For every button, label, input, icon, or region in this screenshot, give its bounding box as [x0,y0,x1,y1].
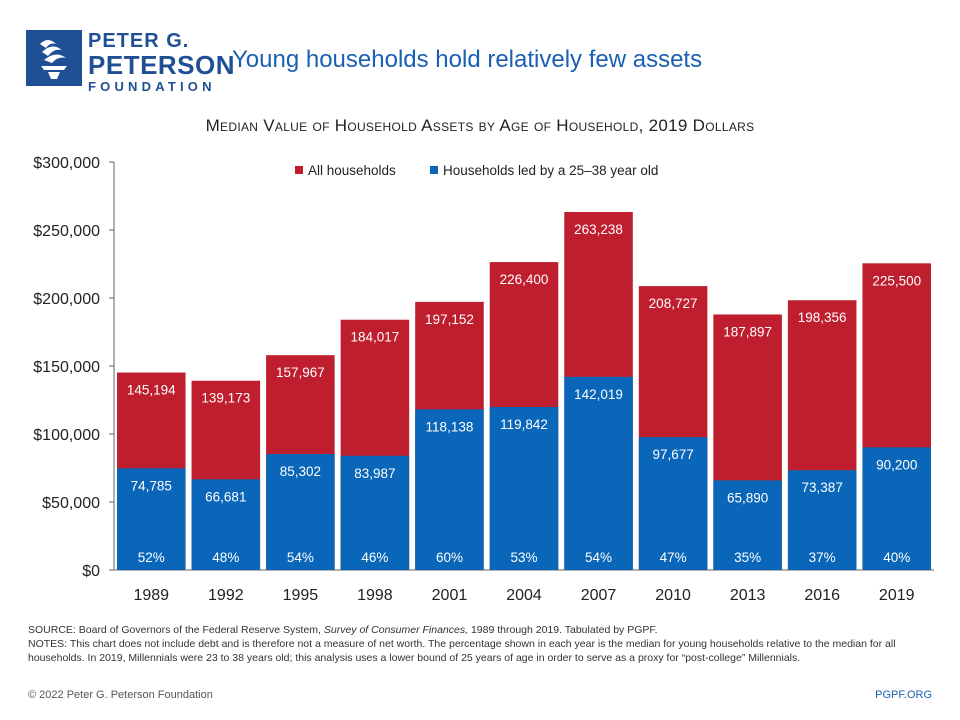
bar-young-households [191,479,261,570]
bar-young-households [415,409,484,570]
data-label-all: 139,173 [201,391,250,406]
x-tick-label: 2007 [581,587,617,604]
data-label-young: 65,890 [727,490,768,505]
data-label-young: 83,987 [354,466,395,481]
percent-label: 52% [138,550,165,565]
bar-young-households [713,480,782,570]
data-label-all: 187,897 [723,324,772,339]
x-tick-label: 2004 [506,587,542,604]
data-label-all: 157,967 [276,365,325,380]
bar-young-households [489,407,559,570]
data-label-all: 263,238 [574,222,623,237]
percent-label: 37% [809,550,836,565]
legend-swatch-all [295,166,303,174]
y-tick-label: $150,000 [33,359,100,376]
data-label-young: 74,785 [131,478,172,493]
logo-line-3: FOUNDATION [88,79,216,94]
source-note: SOURCE: Board of Governors of the Federa… [28,624,658,636]
torch-icon [26,30,82,86]
bar-chart: $0 $50,000 $100,000 $150,000 $200,000 $250,00… [33,155,934,604]
notes-text: NOTES: This chart does not include debt … [28,638,896,664]
y-tick-label: $250,000 [33,223,100,240]
data-label-young: 119,842 [500,417,548,432]
data-label-young: 85,302 [280,464,321,479]
bar-young-households [117,468,186,570]
x-tick-label: 2001 [432,587,468,604]
percent-label: 54% [585,550,612,565]
data-label-young: 90,200 [876,457,917,472]
percent-label: 48% [212,550,239,565]
legend-label-all: All households [308,163,396,178]
percent-label: 60% [436,550,463,565]
percent-label: 35% [734,550,761,565]
source-title: Survey of Consumer Finances, [323,624,469,636]
bar-young-households [266,453,335,570]
bar-young-households [340,455,410,570]
data-label-all: 226,400 [500,272,549,287]
pgpf-logo: PETER G. PETERSON FOUNDATION [26,30,235,93]
x-tick-label: 1992 [208,587,244,604]
y-tick-label: $0 [82,563,100,580]
x-tick-label: 2016 [804,587,840,604]
data-label-all: 197,152 [425,312,474,327]
percent-label: 47% [660,550,687,565]
logo-line-2: PETERSON [88,50,236,80]
data-label-young: 142,019 [574,387,623,402]
data-label-young: 73,387 [802,480,843,495]
y-tick-label: $100,000 [33,427,100,444]
data-label-all: 145,194 [127,383,176,398]
bar-young-households [564,376,633,570]
copyright: © 2022 Peter G. Peterson Foundation [28,689,213,701]
bar-young-households [638,437,708,570]
chart-title: Median Value of Household Assets by Age … [205,116,755,135]
y-tick-label: $50,000 [42,495,100,512]
data-label-young: 118,138 [426,419,474,434]
page-headline: Young households hold relatively few ass… [232,46,703,73]
legend-swatch-young [430,166,438,174]
y-tick-label: $300,000 [33,155,100,172]
x-tick-label: 2010 [655,587,691,604]
data-label-all: 198,356 [798,310,847,325]
data-label-young: 66,681 [205,489,246,504]
percent-label: 46% [361,550,388,565]
data-label-all: 225,500 [872,273,921,288]
percent-label: 40% [883,550,910,565]
y-tick-label: $200,000 [33,291,100,308]
data-label-young: 97,677 [652,447,693,462]
data-label-all: 184,017 [351,330,400,345]
x-tick-label: 1995 [283,587,319,604]
chart-notes: SOURCE: Board of Governors of the Federa… [28,623,940,665]
percent-label: 54% [287,550,314,565]
x-tick-label: 1989 [133,587,169,604]
site-link[interactable]: PGPF.ORG [875,689,932,701]
x-tick-label: 1998 [357,587,393,604]
bar-young-households [862,447,931,570]
legend-label-young: Households led by a 25–38 year old [443,163,658,178]
percent-label: 53% [510,550,537,565]
x-tick-label: 2019 [879,587,915,604]
bar-young-households [787,470,857,570]
data-label-all: 208,727 [649,296,698,311]
logo-line-1: PETER G. [88,30,190,52]
x-tick-label: 2013 [730,587,766,604]
